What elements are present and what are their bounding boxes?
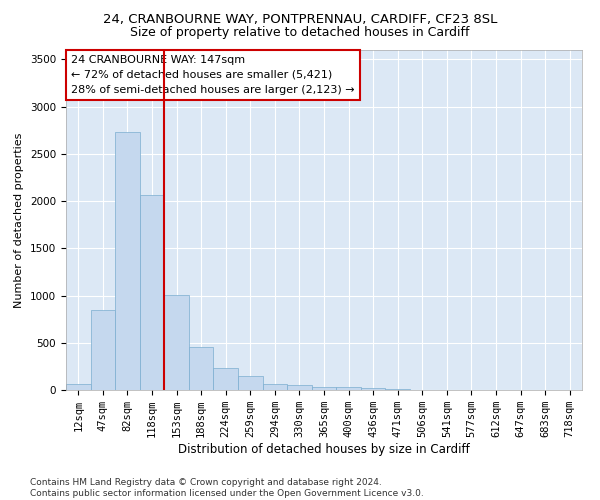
Bar	[385, 389, 410, 390]
Bar	[115, 132, 140, 390]
Text: Size of property relative to detached houses in Cardiff: Size of property relative to detached ho…	[130, 26, 470, 39]
Bar	[287, 385, 312, 390]
Text: 24, CRANBOURNE WAY, PONTPRENNAU, CARDIFF, CF23 8SL: 24, CRANBOURNE WAY, PONTPRENNAU, CARDIFF…	[103, 12, 497, 26]
Bar	[66, 384, 91, 390]
Bar	[164, 294, 189, 390]
Bar	[214, 368, 238, 390]
Bar	[91, 310, 115, 390]
Bar	[312, 386, 336, 390]
Text: 24 CRANBOURNE WAY: 147sqm
← 72% of detached houses are smaller (5,421)
28% of se: 24 CRANBOURNE WAY: 147sqm ← 72% of detac…	[71, 55, 355, 94]
Bar	[189, 346, 214, 390]
Y-axis label: Number of detached properties: Number of detached properties	[14, 132, 25, 308]
Bar	[263, 384, 287, 390]
Bar	[140, 196, 164, 390]
X-axis label: Distribution of detached houses by size in Cardiff: Distribution of detached houses by size …	[178, 443, 470, 456]
Bar	[238, 376, 263, 390]
Bar	[361, 388, 385, 390]
Bar	[336, 387, 361, 390]
Text: Contains HM Land Registry data © Crown copyright and database right 2024.
Contai: Contains HM Land Registry data © Crown c…	[30, 478, 424, 498]
